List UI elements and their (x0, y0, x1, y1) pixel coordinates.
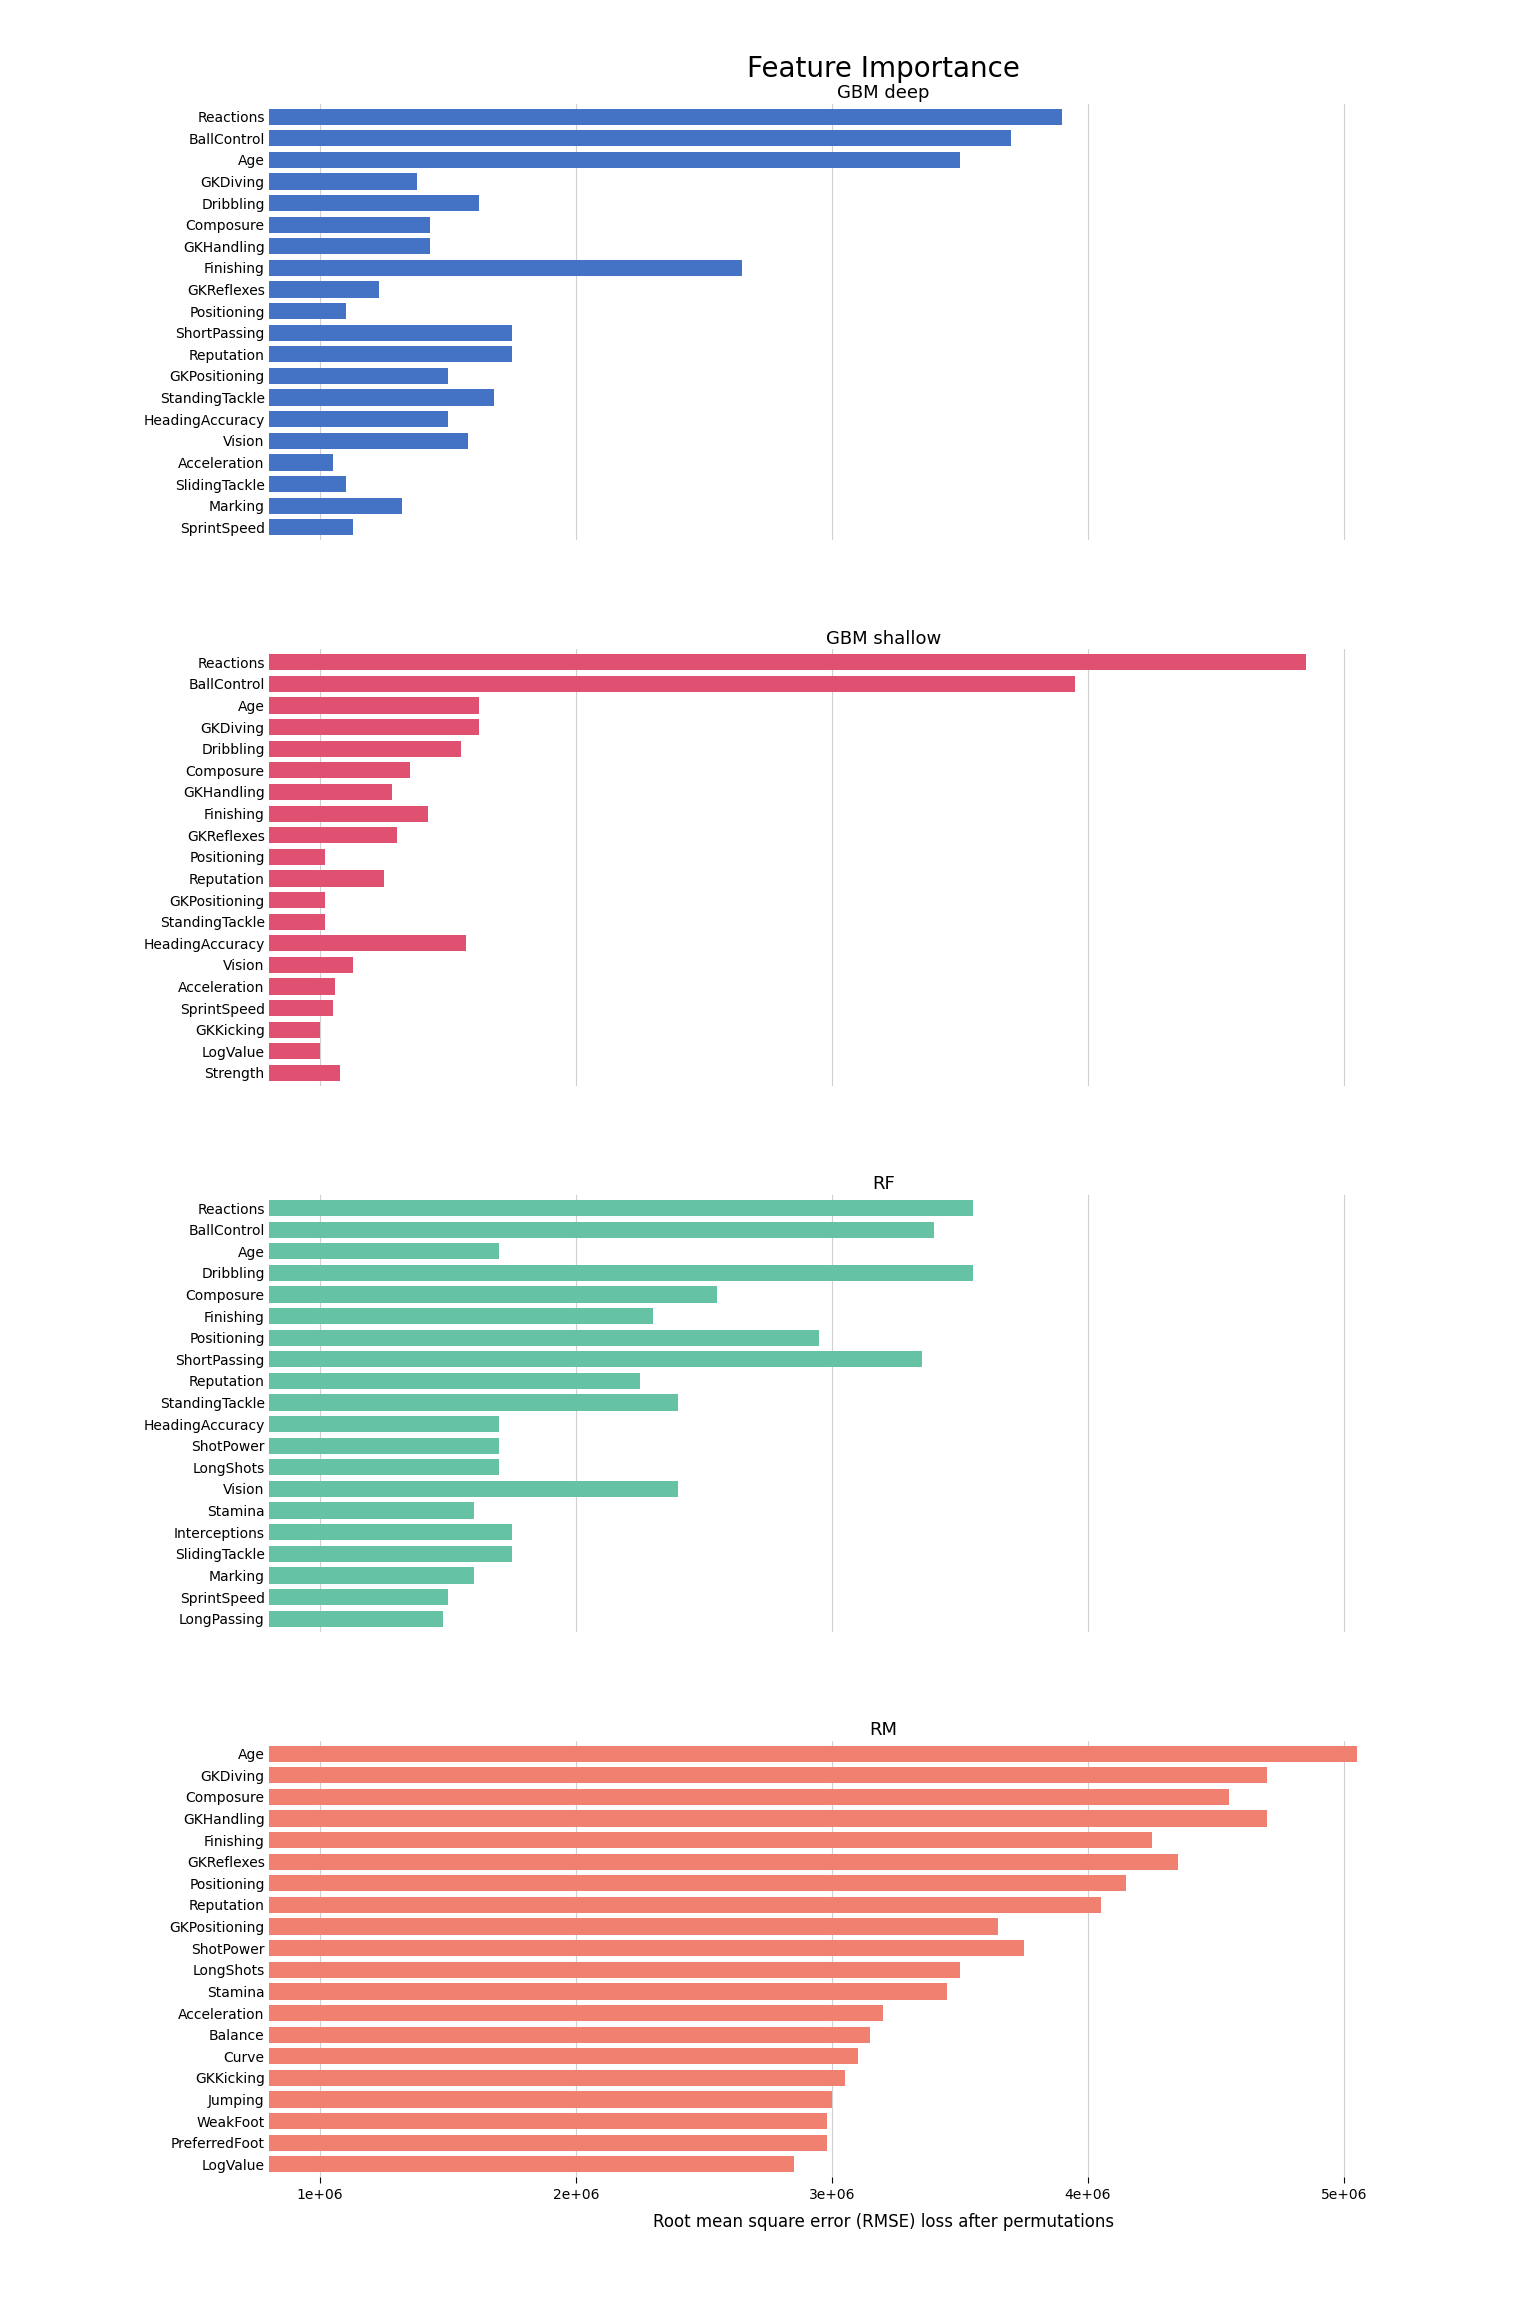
Bar (65, 1044, 319, 1060)
Bar (65, 410, 449, 426)
Bar (65, 173, 418, 189)
Bar (65, 1021, 319, 1037)
Bar (65, 369, 449, 385)
Bar (65, 827, 396, 843)
Bar (65, 848, 326, 864)
Bar (65, 1896, 1101, 1912)
Bar (65, 454, 333, 470)
X-axis label: Root mean square error (RMSE) loss after permutations: Root mean square error (RMSE) loss after… (653, 2212, 1114, 2230)
Bar (65, 806, 427, 823)
Bar (65, 1567, 473, 1583)
Bar (65, 1064, 341, 1081)
Bar (65, 1875, 1126, 1892)
Bar (65, 1394, 679, 1410)
Bar (65, 1200, 972, 1217)
Bar (65, 1329, 819, 1346)
Bar (65, 1286, 717, 1302)
Bar (65, 217, 430, 233)
Bar (65, 1502, 473, 1518)
Bar (65, 783, 392, 799)
Bar (65, 1788, 1229, 1804)
Bar (65, 871, 384, 887)
Bar (65, 2069, 845, 2085)
Bar (65, 1855, 1178, 1871)
Bar (65, 196, 479, 212)
Bar (65, 2048, 857, 2064)
Bar (65, 1811, 1267, 1827)
Bar (65, 1309, 653, 1325)
Bar (65, 2028, 871, 2044)
Bar (65, 260, 742, 276)
Bar (65, 1919, 998, 1935)
Bar (65, 698, 479, 714)
Bar (65, 1590, 449, 1606)
Bar (65, 1373, 641, 1389)
Bar (65, 892, 326, 908)
Title: GBM shallow: GBM shallow (825, 629, 942, 647)
Bar (65, 2157, 794, 2173)
Bar (65, 389, 495, 406)
Bar (65, 1746, 1356, 1763)
Bar (65, 281, 379, 297)
Title: GBM deep: GBM deep (837, 85, 929, 101)
Bar (65, 1265, 972, 1281)
Bar (65, 1244, 499, 1260)
Bar (65, 325, 511, 341)
Bar (65, 152, 960, 168)
Bar (65, 1523, 511, 1541)
Bar (65, 1221, 934, 1237)
Bar (65, 2113, 826, 2129)
Bar (65, 1417, 499, 1433)
Text: Feature Importance: Feature Importance (746, 55, 1020, 83)
Bar (65, 1832, 1152, 1848)
Bar (65, 1481, 679, 1498)
Bar (65, 1610, 442, 1627)
Bar (65, 979, 335, 995)
Bar (65, 1940, 1025, 1956)
Bar (65, 2092, 833, 2108)
Bar (65, 1961, 960, 1977)
Bar (65, 346, 511, 362)
Bar (65, 129, 1011, 147)
Bar (65, 237, 430, 253)
Bar (65, 2134, 826, 2152)
Bar (65, 1767, 1267, 1783)
Bar (65, 1546, 511, 1562)
Bar (65, 2004, 883, 2021)
Bar (65, 518, 353, 535)
Bar (65, 675, 1075, 691)
Bar (65, 719, 479, 735)
Bar (65, 740, 461, 758)
Bar (65, 108, 1063, 124)
Bar (65, 1458, 499, 1475)
Bar (65, 935, 465, 952)
Bar (65, 1000, 333, 1016)
Title: RF: RF (872, 1175, 894, 1193)
Bar (65, 915, 326, 931)
Bar (65, 1438, 499, 1454)
Title: RM: RM (869, 1721, 897, 1740)
Bar (65, 956, 353, 972)
Bar (65, 654, 1306, 670)
Bar (65, 433, 468, 449)
Bar (65, 304, 346, 320)
Bar (65, 498, 402, 514)
Bar (65, 1984, 948, 2000)
Bar (65, 477, 346, 493)
Bar (65, 1350, 922, 1366)
Bar (65, 763, 410, 779)
